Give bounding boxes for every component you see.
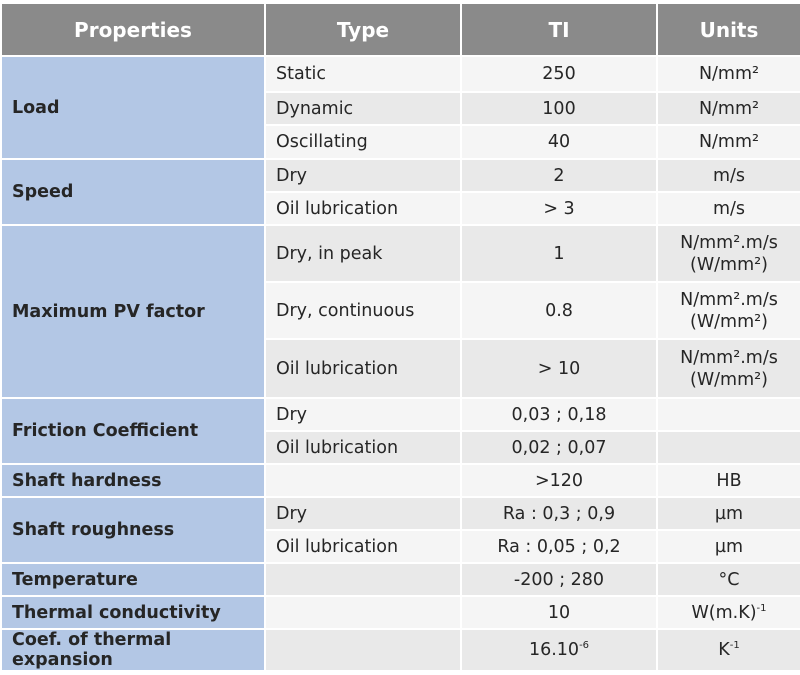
ti-cell: 250 xyxy=(460,55,658,93)
unit-cell: m/s xyxy=(656,191,800,226)
type-cell: Oil lubrication xyxy=(264,529,462,564)
property-roughness: Shaft roughness xyxy=(0,496,266,564)
ti-cell: > 3 xyxy=(460,191,658,226)
ti-cell: 0,02 ; 0,07 xyxy=(460,430,658,465)
table-row: Speed Dry 2 m/s xyxy=(0,158,800,226)
property-friction: Friction Coefficient xyxy=(0,397,266,465)
type-cell: Dry xyxy=(264,158,462,193)
table-row: Oil lubrication Ra : 0,05 ; 0,2 µm xyxy=(1,529,800,564)
type-cell: Dynamic xyxy=(264,91,462,126)
table-row: Friction Coefficient Dry 0,03 ; 0,18 xyxy=(0,397,800,465)
ti-cell: Ra : 0,3 ; 0,9 xyxy=(460,496,658,531)
header-row: Properties Type TI Units xyxy=(0,2,800,57)
type-cell xyxy=(264,562,462,597)
type-cell: Oscillating xyxy=(264,124,462,160)
unit-cell: °C xyxy=(656,562,800,597)
unit-cell: N/mm².m/s (W/mm²) xyxy=(656,224,800,283)
table-row: Dynamic 100 N/mm² xyxy=(1,91,800,126)
table-row: Shaft roughness Dry Ra : 0,3 ; 0,9 µm xyxy=(0,496,800,564)
unit-cell: µm xyxy=(656,529,800,564)
ti-cell: >120 xyxy=(460,463,658,498)
unit-cell: N/mm².m/s (W/mm²) xyxy=(656,338,800,399)
property-expansion: Coef. of thermal expansion xyxy=(0,628,266,672)
unit-cell: N/mm².m/s (W/mm²) xyxy=(656,281,800,340)
ti-cell: 0.8 xyxy=(460,281,658,340)
type-cell: Oil lubrication xyxy=(264,430,462,465)
property-pv-factor: Maximum PV factor xyxy=(0,224,266,399)
unit-cell: N/mm² xyxy=(656,124,800,160)
unit-cell xyxy=(656,430,800,465)
type-cell xyxy=(264,628,462,672)
unit-cell: µm xyxy=(656,496,800,531)
unit-cell xyxy=(656,397,800,432)
table-row: Load Static 250 N/mm² xyxy=(0,55,800,160)
table-row: Oscillating 40 N/mm² xyxy=(1,124,800,160)
type-cell: Dry, continuous xyxy=(264,281,462,340)
ti-cell: 40 xyxy=(460,124,658,160)
table-row: Maximum PV factor Dry, in peak 1 N/mm².m… xyxy=(0,224,800,399)
property-temperature: Temperature xyxy=(0,562,266,597)
property-conductivity: Thermal conductivity xyxy=(0,595,266,630)
type-cell: Static xyxy=(264,55,462,93)
ti-cell: 100 xyxy=(460,91,658,126)
table-row: Oil lubrication > 3 m/s xyxy=(1,191,800,226)
unit-cell: m/s xyxy=(656,158,800,193)
table-row: Oil lubrication 0,02 ; 0,07 xyxy=(1,430,800,465)
type-cell: Oil lubrication xyxy=(264,191,462,226)
header-properties: Properties xyxy=(0,2,266,57)
table-row: Oil lubrication > 10 N/mm².m/s (W/mm²) xyxy=(1,338,800,399)
ti-cell: 2 xyxy=(460,158,658,193)
table-row: Temperature -200 ; 280 °C xyxy=(0,562,800,597)
unit-cell: N/mm² xyxy=(656,55,800,93)
header-ti: TI xyxy=(460,2,658,57)
type-cell: Dry xyxy=(264,397,462,432)
unit-cell: W(m.K)-1 xyxy=(656,595,800,630)
unit-cell: K-1 xyxy=(656,628,800,672)
table-row: Shaft hardness >120 HB xyxy=(0,463,800,498)
header-units: Units xyxy=(656,2,800,57)
ti-cell: 10 xyxy=(460,595,658,630)
unit-cell: HB xyxy=(656,463,800,498)
header-type: Type xyxy=(264,2,462,57)
ti-cell: > 10 xyxy=(460,338,658,399)
property-speed: Speed xyxy=(0,158,266,226)
ti-cell: 1 xyxy=(460,224,658,283)
type-cell: Oil lubrication xyxy=(264,338,462,399)
type-cell: Dry, in peak xyxy=(264,224,462,283)
property-load: Load xyxy=(0,55,266,160)
unit-cell: N/mm² xyxy=(656,91,800,126)
table-row: Thermal conductivity 10 W(m.K)-1 xyxy=(0,595,800,630)
type-cell: Dry xyxy=(264,496,462,531)
property-hardness: Shaft hardness xyxy=(0,463,266,498)
ti-cell: -200 ; 280 xyxy=(460,562,658,597)
ti-cell: Ra : 0,05 ; 0,2 xyxy=(460,529,658,564)
table-row: Dry, continuous 0.8 N/mm².m/s (W/mm²) xyxy=(1,281,800,340)
type-cell xyxy=(264,463,462,498)
table-row: Coef. of thermal expansion 16.10-6 K-1 xyxy=(0,628,800,672)
type-cell xyxy=(264,595,462,630)
ti-cell: 16.10-6 xyxy=(460,628,658,672)
ti-cell: 0,03 ; 0,18 xyxy=(460,397,658,432)
